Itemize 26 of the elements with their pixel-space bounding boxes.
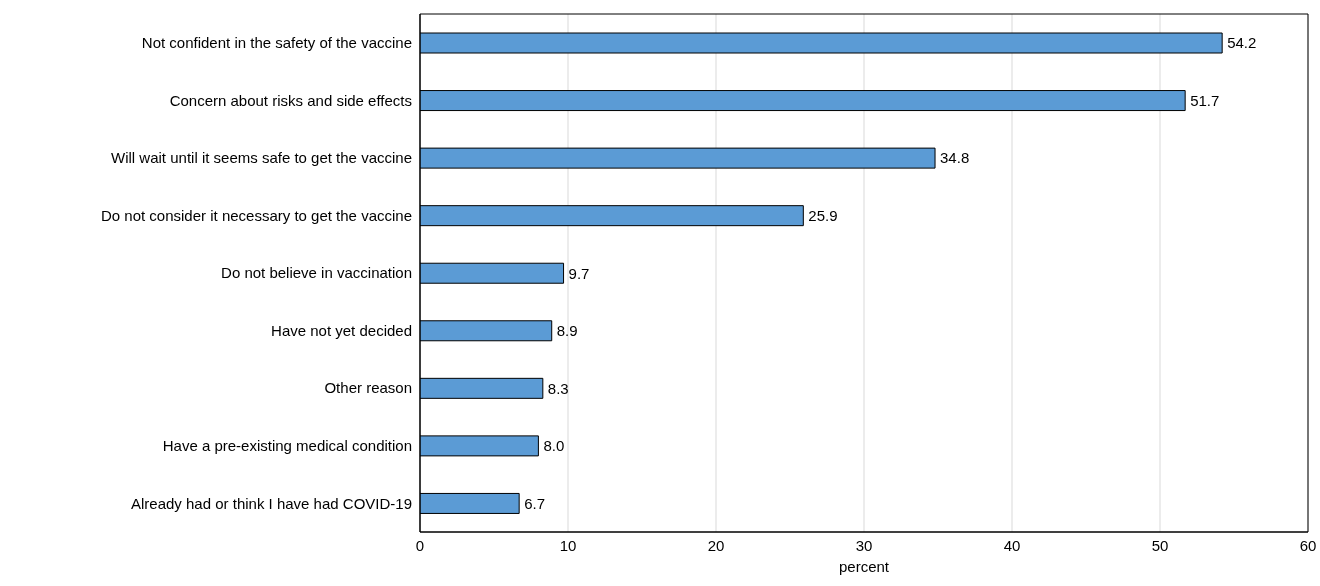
y-tick-label: Do not consider it necessary to get the vaccine xyxy=(100,206,412,224)
data-label: 8.9 xyxy=(556,322,578,340)
y-tick-label: Have a pre-existing medical condition xyxy=(162,436,412,454)
x-tick-label: 50 xyxy=(1151,536,1169,554)
data-label: 51.7 xyxy=(1190,91,1220,109)
y-tick-label: Have not yet decided xyxy=(271,321,412,339)
data-label: 34.8 xyxy=(940,149,970,167)
y-tick-label: Will wait until it seems safe to get the vaccine xyxy=(111,149,412,167)
y-tick-label: Other reason xyxy=(324,379,412,397)
y-tick-label: Do not believe in vaccination xyxy=(221,264,412,282)
x-tick-label: 60 xyxy=(1299,536,1317,554)
x-axis-title: percent xyxy=(838,558,890,575)
data-label: 6.7 xyxy=(524,494,546,512)
y-tick-label: Not confident in the safety of the vaccine xyxy=(141,34,412,52)
data-label: 8.0 xyxy=(543,437,565,455)
data-label: 9.7 xyxy=(568,264,590,282)
y-tick-label: Concern about risks and side effects xyxy=(169,91,412,109)
y-tick-label: Already had or think I have had COVID-19 xyxy=(131,494,412,512)
data-label: 54.2 xyxy=(1227,34,1257,52)
data-label: 8.3 xyxy=(547,379,569,397)
x-tick-label: 30 xyxy=(855,536,873,554)
x-tick-label: 40 xyxy=(1003,536,1021,554)
x-tick-label: 0 xyxy=(415,536,425,554)
x-tick-label: 20 xyxy=(707,536,725,554)
data-label: 25.9 xyxy=(808,206,838,224)
x-tick-label: 10 xyxy=(559,536,577,554)
